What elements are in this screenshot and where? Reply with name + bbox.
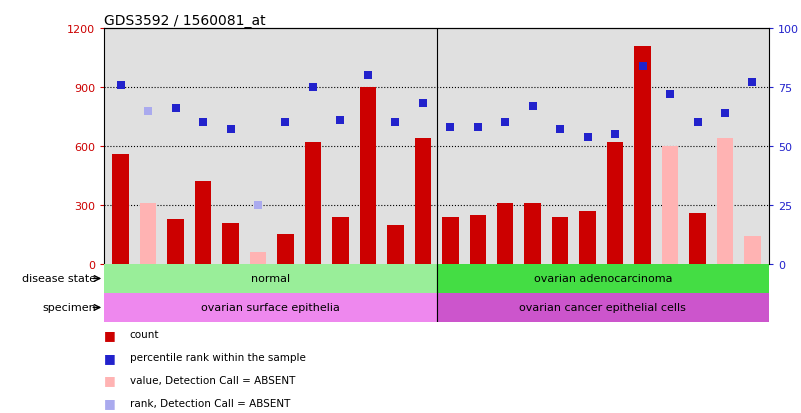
- Text: ■: ■: [104, 351, 116, 364]
- Point: [471, 124, 484, 131]
- Text: ■: ■: [104, 328, 116, 341]
- Point: [196, 120, 209, 126]
- Point: [718, 110, 731, 117]
- Bar: [579, 211, 596, 264]
- Text: disease state: disease state: [22, 274, 96, 284]
- Point: [444, 124, 457, 131]
- Point: [417, 101, 429, 107]
- Bar: [360, 88, 376, 264]
- Point: [169, 106, 182, 112]
- Bar: [437, 293, 769, 322]
- Text: percentile rank within the sample: percentile rank within the sample: [130, 352, 306, 362]
- Text: ovarian adenocarcinoma: ovarian adenocarcinoma: [533, 274, 672, 284]
- Point: [664, 92, 677, 98]
- Point: [636, 63, 649, 70]
- Bar: [140, 204, 156, 264]
- Text: GDS3592 / 1560081_at: GDS3592 / 1560081_at: [104, 14, 266, 28]
- Bar: [469, 215, 486, 264]
- Text: ■: ■: [104, 373, 116, 387]
- Bar: [112, 154, 129, 264]
- Bar: [104, 264, 437, 293]
- Point: [279, 120, 292, 126]
- Point: [746, 80, 759, 86]
- Text: ovarian cancer epithelial cells: ovarian cancer epithelial cells: [519, 303, 686, 313]
- Point: [389, 120, 402, 126]
- Text: count: count: [130, 330, 159, 339]
- Point: [361, 73, 374, 79]
- Point: [553, 127, 566, 133]
- Point: [115, 82, 127, 89]
- Bar: [607, 143, 623, 264]
- Text: normal: normal: [251, 274, 290, 284]
- Bar: [195, 182, 211, 264]
- Bar: [415, 139, 431, 264]
- Point: [582, 134, 594, 140]
- Bar: [277, 235, 294, 264]
- Bar: [442, 217, 458, 264]
- Bar: [387, 225, 404, 264]
- Point: [252, 202, 264, 209]
- Point: [691, 120, 704, 126]
- Text: ovarian surface epithelia: ovarian surface epithelia: [201, 303, 340, 313]
- Point: [334, 117, 347, 124]
- Point: [307, 84, 320, 91]
- Bar: [437, 264, 769, 293]
- Bar: [222, 223, 239, 264]
- Bar: [250, 252, 266, 264]
- Point: [142, 108, 155, 114]
- Bar: [332, 217, 348, 264]
- Point: [499, 120, 512, 126]
- Text: rank, Detection Call = ABSENT: rank, Detection Call = ABSENT: [130, 398, 290, 408]
- Text: ■: ■: [104, 396, 116, 409]
- Bar: [662, 147, 678, 264]
- Bar: [552, 217, 569, 264]
- Bar: [167, 219, 183, 264]
- Bar: [690, 213, 706, 264]
- Point: [224, 127, 237, 133]
- Point: [609, 131, 622, 138]
- Bar: [497, 204, 513, 264]
- Bar: [744, 237, 761, 264]
- Bar: [304, 143, 321, 264]
- Point: [526, 103, 539, 110]
- Text: specimen: specimen: [42, 303, 96, 313]
- Bar: [634, 47, 651, 264]
- Bar: [525, 204, 541, 264]
- Text: value, Detection Call = ABSENT: value, Detection Call = ABSENT: [130, 375, 295, 385]
- Bar: [717, 139, 733, 264]
- Bar: [104, 293, 437, 322]
